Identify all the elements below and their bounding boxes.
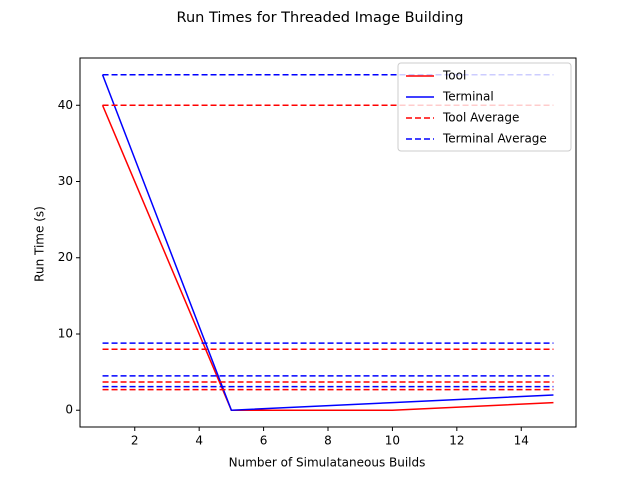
y-tick-label: 0	[65, 403, 73, 417]
legend-label: Terminal Average	[442, 132, 547, 146]
y-axis-label: Run Time (s)	[33, 206, 47, 282]
x-tick-label: 12	[449, 434, 464, 448]
x-tick-label: 6	[260, 434, 268, 448]
plot-frame	[79, 57, 577, 428]
legend-label: Tool	[442, 69, 466, 83]
legend-label: Terminal	[442, 90, 494, 104]
x-tick-label: 14	[514, 434, 529, 448]
line	[101, 104, 554, 411]
x-axis-label: Number of Simulataneous Builds	[229, 456, 426, 470]
chart-title: Run Times for Threaded Image Building	[177, 10, 464, 26]
legend-label: Tool Average	[442, 111, 519, 125]
line	[101, 74, 554, 412]
x-tick-label: 4	[195, 434, 203, 448]
y-tick-label: 30	[58, 174, 73, 188]
x-tick-label: 10	[385, 434, 400, 448]
y-tick-label: 40	[58, 98, 73, 112]
x-tick-label: 2	[131, 434, 139, 448]
y-tick-label: 10	[58, 326, 73, 340]
legend-box	[397, 62, 572, 152]
y-tick-label: 20	[58, 250, 73, 264]
x-tick-label: 8	[324, 434, 332, 448]
